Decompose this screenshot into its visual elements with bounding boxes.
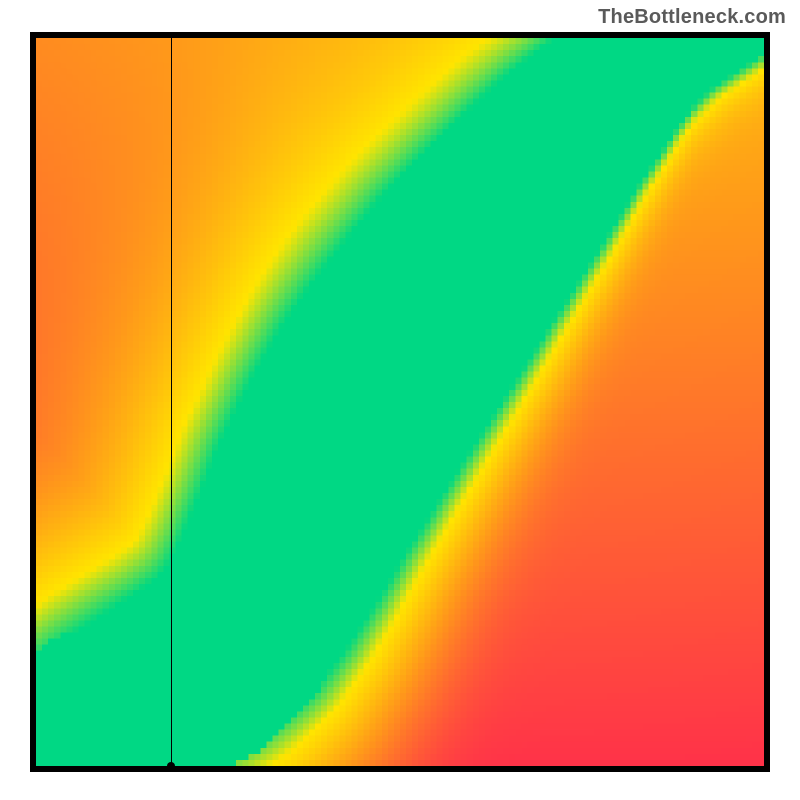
attribution-label: TheBottleneck.com bbox=[598, 6, 786, 29]
plot-inner bbox=[36, 38, 764, 766]
heatmap-canvas bbox=[36, 38, 764, 766]
plot-frame bbox=[30, 32, 770, 772]
chart-container: TheBottleneck.com bbox=[0, 0, 800, 800]
